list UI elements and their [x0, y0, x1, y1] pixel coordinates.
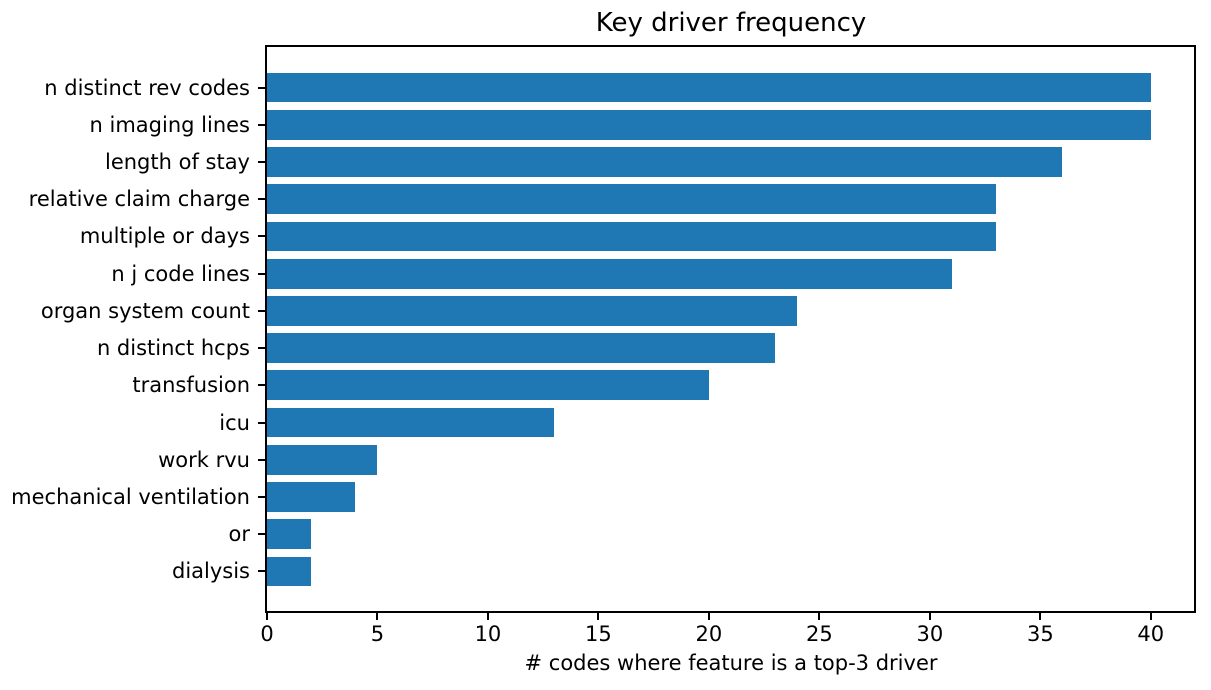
x-tick-label: 15 — [585, 622, 612, 646]
y-tick-label: dialysis — [171, 559, 250, 584]
x-tick-label: 30 — [916, 622, 944, 646]
y-tick-mark — [258, 384, 266, 387]
bar — [267, 519, 312, 550]
bar — [267, 407, 555, 438]
y-tick-label: relative claim charge — [28, 187, 250, 212]
bar — [267, 444, 378, 475]
y-tick-mark — [258, 570, 266, 573]
y-tick-mark — [258, 123, 266, 126]
x-axis-label: # codes where feature is a top-3 driver — [524, 651, 938, 675]
y-tick-mark — [258, 272, 266, 275]
bar — [267, 109, 1151, 140]
x-tick-mark — [266, 613, 268, 620]
y-tick-mark — [258, 458, 266, 461]
x-tick-label: 35 — [1026, 622, 1054, 646]
y-tick-label: n distinct hcps — [96, 336, 250, 361]
bar — [267, 221, 997, 252]
y-tick-mark — [258, 347, 266, 350]
x-tick-label: 20 — [695, 622, 723, 646]
bar — [267, 147, 1063, 177]
y-tick-label: n distinct rev codes — [44, 75, 250, 100]
x-tick-mark — [707, 613, 710, 620]
x-tick-mark — [818, 613, 821, 620]
x-tick-mark — [486, 613, 489, 620]
y-tick-label: multiple or days — [79, 224, 250, 249]
x-tick-label: 10 — [474, 622, 502, 646]
y-tick-mark — [258, 533, 266, 536]
bar — [267, 556, 312, 587]
x-tick-mark — [376, 613, 379, 620]
x-tick-label: 0 — [260, 622, 274, 646]
y-tick-mark — [258, 161, 266, 163]
y-tick-label: or — [228, 522, 250, 547]
y-tick-mark — [258, 86, 266, 89]
bar — [267, 72, 1151, 103]
bar — [267, 184, 997, 215]
x-tick-mark — [928, 613, 931, 620]
y-tick-label: mechanical ventilation — [11, 484, 250, 509]
y-tick-label: transfusion — [132, 373, 250, 398]
x-tick-mark — [1039, 613, 1042, 620]
bar — [267, 333, 776, 363]
y-tick-label: length of stay — [104, 150, 250, 174]
y-tick-label: n imaging lines — [89, 112, 250, 137]
y-tick-mark — [258, 421, 266, 424]
x-tick-label: 40 — [1137, 622, 1165, 646]
x-tick-label: 5 — [370, 622, 385, 646]
x-tick-mark — [597, 613, 600, 620]
y-tick-mark — [258, 235, 266, 238]
bar — [267, 258, 952, 289]
x-tick-mark — [1149, 613, 1152, 620]
plot-area — [265, 45, 1196, 613]
y-tick-label: work rvu — [158, 447, 250, 472]
chart-title: Key driver frequency — [595, 8, 867, 38]
x-tick-label: 25 — [806, 622, 833, 646]
y-tick-mark — [258, 309, 266, 312]
y-tick-label: n j code lines — [111, 261, 250, 286]
y-tick-mark — [258, 198, 266, 201]
bar — [267, 296, 798, 326]
bar — [267, 370, 709, 401]
y-tick-label: icu — [219, 410, 250, 435]
y-tick-label: organ system count — [40, 298, 250, 323]
bar — [267, 482, 356, 512]
y-tick-mark — [258, 495, 266, 498]
